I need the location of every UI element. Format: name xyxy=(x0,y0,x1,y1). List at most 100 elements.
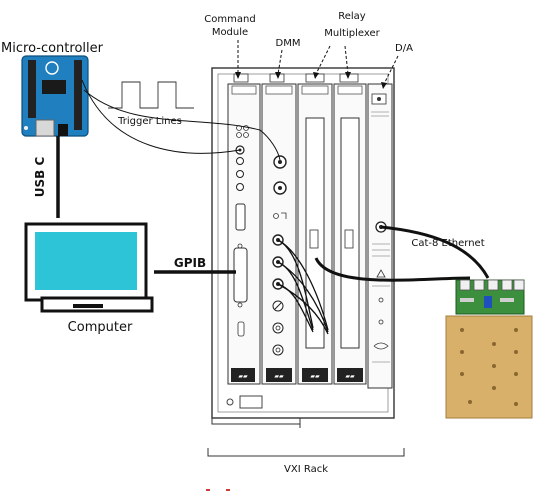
wood-board-hole xyxy=(514,372,518,376)
dmm-card-logo: ▰▰ xyxy=(274,373,284,380)
trigger-wire-2 xyxy=(83,89,281,161)
breakout-component xyxy=(500,298,514,302)
arduino-power-jack xyxy=(58,124,68,136)
dmm-jack xyxy=(272,344,284,356)
relay-label-line2: Multiplexer xyxy=(324,28,380,39)
relay-card-1: ▰▰ xyxy=(297,83,333,385)
gpib-port-screw xyxy=(237,243,243,249)
relay-arrowhead-1 xyxy=(313,72,319,79)
dmm-bnc-pin xyxy=(278,186,282,190)
gpib-port xyxy=(233,247,248,303)
rack-handle xyxy=(239,395,263,409)
da-screw xyxy=(378,319,384,325)
dmm-relay-wire xyxy=(277,239,329,331)
wood-board-hole xyxy=(460,350,464,354)
rj45-jack xyxy=(513,279,525,291)
command-connector xyxy=(236,183,244,191)
dmm-card: ▰▰ xyxy=(261,83,297,385)
wood-board-hole xyxy=(492,386,496,390)
dmm-ground-symbol xyxy=(281,212,287,219)
dmm-jack-ring xyxy=(275,347,281,353)
command-slot xyxy=(237,321,245,337)
arduino-mcu-chip xyxy=(42,80,66,94)
gpib-port-screw xyxy=(237,302,243,308)
dmm-bnc-pin xyxy=(278,160,282,164)
relay-label-line1: Relay xyxy=(338,11,366,22)
da-card-handle xyxy=(373,342,389,350)
relay-card-1-latch xyxy=(301,85,329,95)
rj45-jack xyxy=(459,279,471,291)
arduino-mount-hole xyxy=(24,126,28,130)
vxi-rack-bracket xyxy=(207,448,405,457)
da-card-panel xyxy=(367,83,393,389)
serial-port xyxy=(235,203,246,231)
relay-card-2: ▰▰ xyxy=(333,83,367,385)
da-screw xyxy=(378,297,384,303)
arduino-header-left xyxy=(28,60,36,118)
command-module-label-line2: Module xyxy=(212,27,248,38)
microcontroller-board xyxy=(21,55,89,137)
trigger-lines-label: Trigger Lines xyxy=(117,116,182,127)
relay-arrowhead-2 xyxy=(345,72,351,79)
gpib-label: GPIB xyxy=(174,256,206,270)
da-arrowhead xyxy=(381,82,387,89)
dmm-arrow xyxy=(277,49,283,75)
relay-card-2-label-window xyxy=(344,229,354,249)
label-arrowheads xyxy=(235,72,387,89)
arduino-usb-port xyxy=(35,119,55,137)
dmm-jack xyxy=(272,322,284,334)
relay-arrow-1 xyxy=(315,45,331,75)
command-module-card: ▰▰ xyxy=(227,83,261,385)
wood-board-hole xyxy=(514,328,518,332)
wood-board-hole xyxy=(460,372,464,376)
command-connector xyxy=(236,157,244,165)
arduino-header-right xyxy=(74,60,82,130)
command-led xyxy=(236,132,242,138)
command-led xyxy=(236,125,242,131)
dmm-relay-wire xyxy=(277,283,329,335)
arduino-logo-icon xyxy=(45,61,59,75)
vxi-rack-label: VXI Rack xyxy=(284,464,328,475)
trigger-wire-1 xyxy=(81,79,241,154)
label-arrows xyxy=(237,40,399,85)
relay-card-2-logo: ▰▰ xyxy=(345,373,355,380)
command-module-arrowhead xyxy=(235,72,241,79)
da-arrow xyxy=(383,55,399,85)
dmm-card-ejector xyxy=(266,368,292,382)
computer-base-slot xyxy=(73,304,103,308)
relay-card-1-ejector xyxy=(302,368,328,382)
wood-board-hole xyxy=(460,328,464,332)
cat8-label: Cat-8 Ethernet xyxy=(411,238,484,249)
rack-base xyxy=(211,418,301,425)
cat8-cable-2 xyxy=(314,257,471,282)
relay-card-2-ejector xyxy=(337,368,363,382)
dmm-arrowhead xyxy=(275,72,281,79)
arduino-pcb xyxy=(21,55,89,137)
microcontroller-label: Micro-controller xyxy=(1,41,104,56)
relay-card-1-logo: ▰▰ xyxy=(310,373,320,380)
usb-c-label: USB C xyxy=(33,157,47,198)
command-card-ejector xyxy=(231,368,255,382)
command-connector xyxy=(236,170,244,178)
relay-card-1-label-window xyxy=(309,229,319,249)
vxi-rack: ▰▰ ▰▰ xyxy=(211,67,395,428)
command-module-label-line1: Command xyxy=(204,14,255,25)
relay-card-2-latch xyxy=(337,85,363,95)
dmm-card-panel xyxy=(261,83,297,385)
command-card-logo: ▰▰ xyxy=(238,373,248,380)
rj45-jack xyxy=(501,279,513,291)
da-label: D/A xyxy=(395,43,413,54)
computer-label: Computer xyxy=(68,320,133,335)
rj45-jack xyxy=(487,279,499,291)
dmm-card-top-latch xyxy=(265,85,293,95)
command-top-tab xyxy=(233,73,249,83)
da-card-badge-dot xyxy=(377,97,381,101)
wood-board-hole xyxy=(468,400,472,404)
wood-board-hole xyxy=(514,350,518,354)
rj45-jack xyxy=(473,279,485,291)
red-mark xyxy=(226,489,230,491)
command-card-top-latch xyxy=(231,85,257,95)
breakout-board xyxy=(445,279,533,419)
wood-board xyxy=(445,315,533,419)
